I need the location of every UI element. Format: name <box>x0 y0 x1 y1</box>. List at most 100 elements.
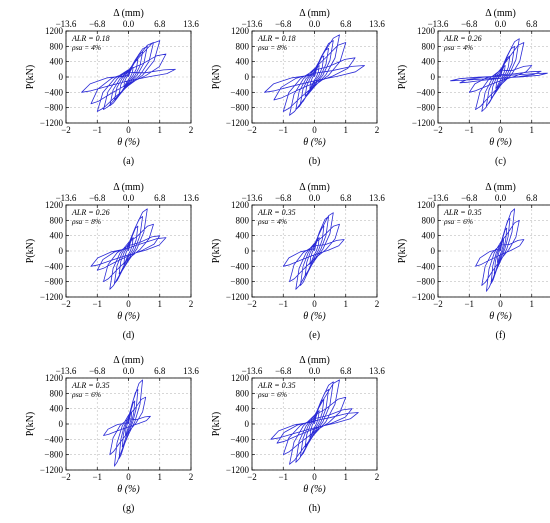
top-tick-label: 13.6 <box>183 193 199 203</box>
x-tick-label: −1 <box>278 299 288 309</box>
top-tick-label: 0.0 <box>309 193 321 203</box>
y-tick-label: 800 <box>422 41 436 51</box>
y-tick-label: 0 <box>431 246 436 256</box>
panel-e: −2 −1 0 1 2 −13.6 −6.8 0.0 6.8 13.6 −1200 −800 −400 0… <box>211 182 385 341</box>
x-tick-label: 2 <box>375 472 380 482</box>
y-tick-label: 400 <box>50 231 64 241</box>
x-tick-label: 0 <box>312 125 317 135</box>
annotation-alr: ALR = 0.35 <box>71 381 110 390</box>
annotation-rho: ρsa = 4% <box>443 43 473 52</box>
x-tick-label: −2 <box>61 299 71 309</box>
top-tick-label: −6.8 <box>275 366 292 376</box>
x-tick-label: 0 <box>126 299 131 309</box>
y-tick-label: 800 <box>50 388 64 398</box>
panel-label: (d) <box>123 330 135 341</box>
hysteresis-curve <box>264 34 365 116</box>
x-tick-label: −2 <box>247 125 257 135</box>
hysteresis-curve <box>90 208 167 290</box>
panel-label: (b) <box>309 156 321 167</box>
y-tick-label: 0 <box>59 246 64 256</box>
x-tick-label: 0 <box>126 472 131 482</box>
y-tick-label: 0 <box>431 72 436 82</box>
top-tick-label: 6.8 <box>154 19 166 29</box>
y-tick-label: 400 <box>50 57 64 67</box>
y-tick-label: −1200 <box>40 292 64 302</box>
y-tick-label: −800 <box>416 103 435 113</box>
x-tick-label: 1 <box>530 299 535 309</box>
top-tick-label: 0.0 <box>309 366 321 376</box>
y-tick-label: −1200 <box>40 465 64 475</box>
x-tick-label: 2 <box>375 299 380 309</box>
annotation-rho: ρsa = 4% <box>71 43 101 52</box>
panel-g: −2 −1 0 1 2 −13.6 −6.8 0.0 6.8 13.6 −1200 −800 −400 0… <box>25 355 199 514</box>
y-tick-label: 0 <box>245 246 250 256</box>
y-tick-label: 400 <box>50 404 64 414</box>
x-tick-label: −2 <box>247 299 257 309</box>
y-tick-label: 400 <box>422 231 436 241</box>
top-tick-label: 6.8 <box>526 19 538 29</box>
panel-a: −2 −1 0 1 2 −13.6 −6.8 0.0 6.8 13.6 −1200 −800 −400 0… <box>25 8 199 167</box>
top-tick-label: −6.8 <box>461 19 478 29</box>
top-tick-label: −13.6 <box>242 366 263 376</box>
top-tick-label: −13.6 <box>242 19 263 29</box>
x-tick-label: 1 <box>344 472 349 482</box>
y-axis-title: P(kN) <box>211 412 222 436</box>
top-axis-title: Δ (mm) <box>299 182 330 193</box>
y-axis-title: P(kN) <box>25 65 36 89</box>
annotation-rho: ρsa = 6% <box>71 390 101 399</box>
y-tick-label: 400 <box>422 57 436 67</box>
y-tick-label: −400 <box>44 261 63 271</box>
top-tick-label: 0.0 <box>123 366 135 376</box>
y-tick-label: 1200 <box>45 373 64 383</box>
annotation-alr: ALR = 0.18 <box>71 34 110 43</box>
x-tick-label: 0 <box>126 125 131 135</box>
panel-label: (a) <box>123 156 134 167</box>
top-axis-title: Δ (mm) <box>485 8 516 19</box>
x-axis-title: θ (%) <box>303 484 326 495</box>
x-tick-label: −2 <box>433 125 443 135</box>
y-tick-label: −800 <box>416 277 435 287</box>
y-tick-label: −400 <box>44 434 63 444</box>
x-tick-label: −2 <box>61 472 71 482</box>
y-tick-label: −800 <box>230 103 249 113</box>
top-axis-title: Δ (mm) <box>113 355 144 366</box>
x-tick-label: 2 <box>189 299 194 309</box>
y-tick-label: 1200 <box>231 200 250 210</box>
x-tick-label: 1 <box>530 125 535 135</box>
top-tick-label: 0.0 <box>123 19 135 29</box>
y-tick-label: −800 <box>230 277 249 287</box>
x-tick-label: −2 <box>433 299 443 309</box>
top-tick-label: 13.6 <box>369 19 385 29</box>
panel-label: (f) <box>496 330 506 341</box>
top-axis-title: Δ (mm) <box>485 182 516 193</box>
annotation-alr: ALR = 0.35 <box>257 208 296 217</box>
y-tick-label: 0 <box>59 72 64 82</box>
y-tick-label: 1200 <box>417 200 436 210</box>
x-tick-label: 1 <box>158 125 163 135</box>
panel-c: −2−1012−13.6−6.80.06.813.6−1200−800−4000… <box>397 8 550 167</box>
x-axis-title: θ (%) <box>117 137 140 148</box>
panel-b: −2 −1 0 1 2 −13.6 −6.8 0.0 6.8 13.6 −1200 −800 −400 0… <box>211 8 385 167</box>
y-tick-label: −800 <box>44 450 63 460</box>
top-tick-label: 6.8 <box>154 193 166 203</box>
x-tick-label: −1 <box>464 299 474 309</box>
x-tick-label: 2 <box>189 125 194 135</box>
hysteresis-curve <box>270 379 359 465</box>
top-axis-title: Δ (mm) <box>113 8 144 19</box>
y-tick-label: 400 <box>236 404 250 414</box>
top-axis-title: Δ (mm) <box>299 355 330 366</box>
y-tick-label: −400 <box>416 261 435 271</box>
hysteresis-curve <box>81 40 176 112</box>
y-tick-label: −1200 <box>226 292 250 302</box>
x-tick-label: 0 <box>498 299 503 309</box>
y-axis-title: P(kN) <box>25 412 36 436</box>
x-tick-label: −2 <box>247 472 257 482</box>
top-tick-label: 13.6 <box>183 19 199 29</box>
panel-h: −2 −1 0 1 2 −13.6 −6.8 0.0 6.8 13.6 −1200 −800 −400 0… <box>211 355 385 514</box>
x-tick-label: −1 <box>92 299 102 309</box>
y-tick-label: 800 <box>50 41 64 51</box>
y-tick-label: 1200 <box>231 26 250 36</box>
y-tick-label: 400 <box>236 57 250 67</box>
annotation-alr: ALR = 0.26 <box>71 208 110 217</box>
x-tick-label: 1 <box>344 125 349 135</box>
